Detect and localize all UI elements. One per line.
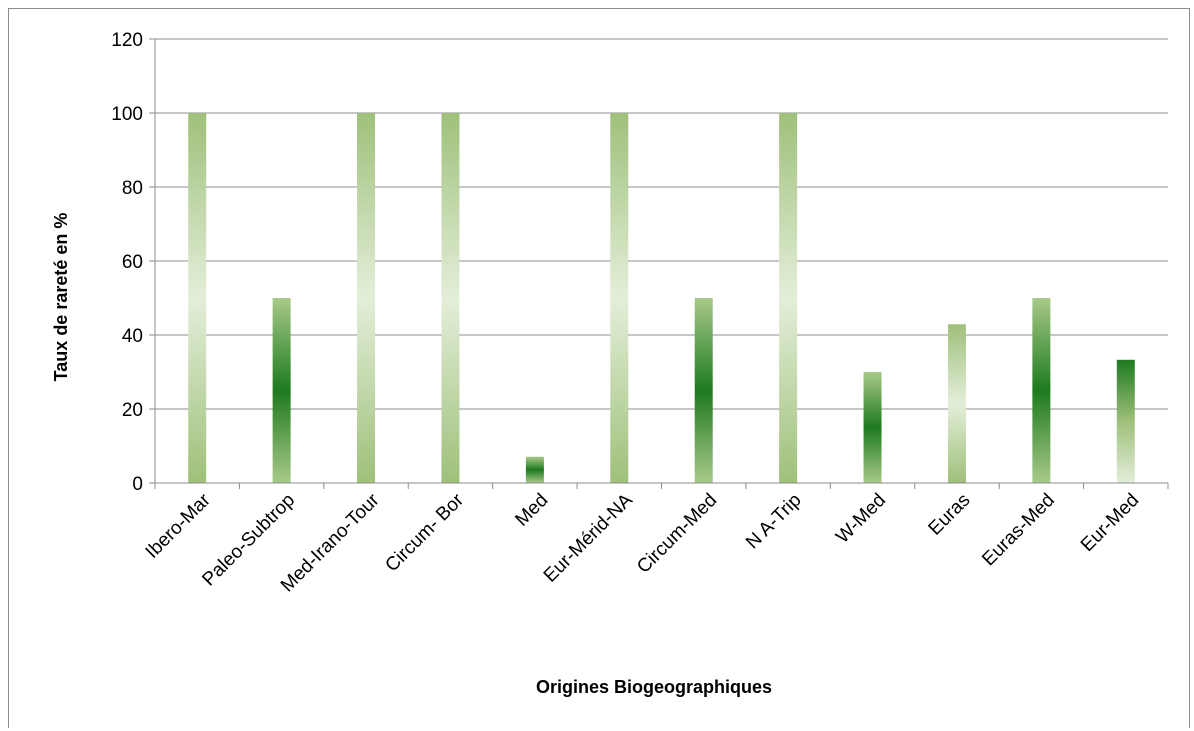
axes [149,39,1168,489]
y-axis-title: Taux de rareté en % [51,213,71,382]
y-tick-label-120: 120 [111,30,143,51]
y-tick-label-40: 40 [122,326,143,347]
y-tick-label-80: 80 [122,178,143,199]
bar-5 [610,113,628,483]
bar-3 [441,113,459,483]
bar-11 [1117,360,1135,483]
y-tick-labels: 0 20 40 60 80 100 120 [111,30,143,495]
x-tick-label-3: Circum- Bor [381,489,468,576]
bar-7 [779,113,797,483]
bar-4 [526,457,544,483]
bar-2 [357,113,375,483]
x-axis-title: Origines Biogeographiques [536,677,772,697]
x-tick-labels: Ibero-MarPaleo-SubtropMed-Irano-TourCirc… [142,489,1144,596]
y-tick-label-60: 60 [122,252,143,273]
y-tick-label-0: 0 [132,474,143,495]
bar-10 [1032,298,1050,483]
x-tick-label-8: W-Med [832,490,890,548]
bars [188,113,1135,483]
x-tick-label-4: Med [511,490,552,531]
bar-1 [273,298,291,483]
bar-0 [188,113,206,483]
x-tick-label-10: Euras-Med [978,490,1059,571]
x-tick-label-9: Euras [925,490,975,540]
y-tick-label-20: 20 [122,400,143,421]
gridlines [155,39,1168,409]
x-tick-label-5: Eur-Mérid-NA [540,489,637,586]
bar-8 [864,372,882,483]
x-tick-label-6: Circum-Med [633,490,721,578]
x-tick-label-11: Eur-Med [1077,490,1143,556]
x-tick-label-7: N A-Trip [742,490,806,554]
x-tick-label-0: Ibero-Mar [142,489,216,563]
bar-9 [948,324,966,483]
y-tick-label-100: 100 [111,104,143,125]
bar-6 [695,298,713,483]
